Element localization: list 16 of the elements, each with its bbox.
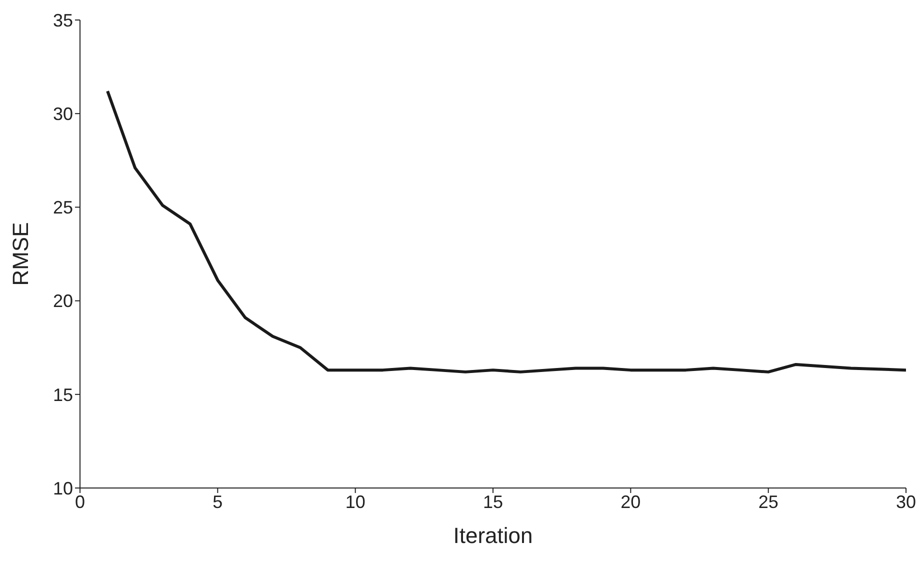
y-tick-label: 15 (52, 384, 73, 405)
x-tick-label: 0 (74, 492, 86, 512)
x-tick-label: 10 (345, 492, 366, 512)
x-tick-label: 15 (482, 492, 504, 512)
y-tick-label: 35 (52, 10, 73, 30)
x-axis-title: Iteration (453, 523, 533, 548)
y-tick-label: 30 (52, 104, 73, 124)
x-tick-label: 5 (212, 492, 223, 512)
y-tick-label: 25 (52, 198, 73, 218)
x-tick-label: 30 (896, 492, 916, 512)
y-axis-title: RMSE (8, 222, 33, 286)
x-tick-label: 25 (758, 492, 778, 512)
y-tick-label: 20 (52, 291, 73, 312)
line-series (106, 90, 906, 374)
y-tick-label: 10 (52, 478, 73, 498)
x-tick-label: 20 (620, 492, 641, 512)
